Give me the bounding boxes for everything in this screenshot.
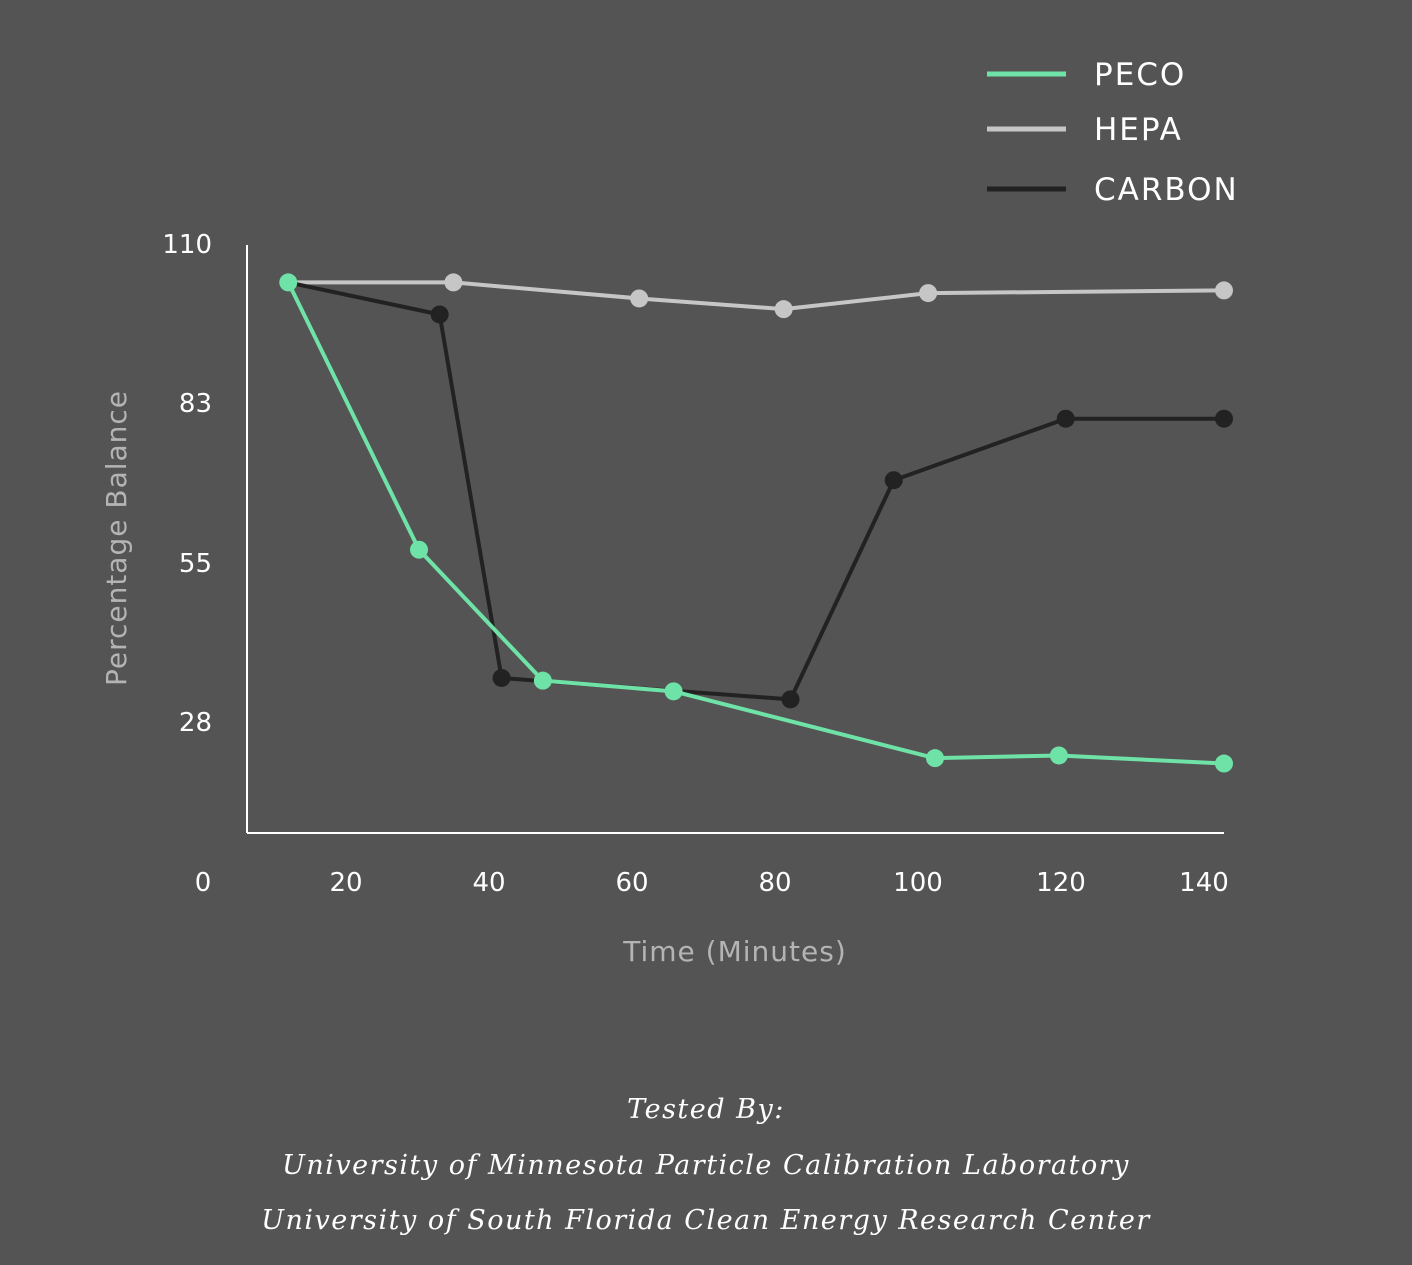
- data-point-hepa: [774, 300, 793, 319]
- credits-heading: Tested By:: [627, 1094, 785, 1125]
- x-tick-label: 60: [615, 868, 648, 898]
- data-point-hepa: [630, 289, 649, 308]
- y-tick-label: 55: [179, 549, 212, 579]
- data-point-carbon: [1215, 409, 1233, 428]
- series-peco: [279, 273, 1233, 773]
- credits-line-2: University of South Florida Clean Energy…: [261, 1205, 1151, 1236]
- data-point-peco: [279, 273, 298, 292]
- data-point-peco: [533, 671, 552, 690]
- series-layer: [279, 273, 1233, 773]
- x-axis-title: Time (Minutes): [622, 935, 847, 968]
- x-axis-ticks: 0 20 40 60 80 100 120 140: [195, 868, 1229, 898]
- legend: PECO HEPA CARBON: [987, 57, 1239, 208]
- data-point-carbon: [430, 305, 449, 324]
- data-point-hepa: [919, 284, 938, 303]
- series-line-hepa: [288, 280, 1225, 312]
- data-point-peco: [926, 749, 945, 768]
- data-point-hepa: [1215, 281, 1233, 300]
- x-tick-label: 100: [893, 868, 943, 898]
- data-point-peco: [1049, 746, 1068, 765]
- x-tick-label: 20: [329, 868, 362, 898]
- data-point-peco: [1215, 754, 1233, 773]
- data-point-peco: [410, 540, 429, 559]
- data-point-carbon: [884, 471, 903, 490]
- data-point-peco: [664, 682, 683, 701]
- x-tick-label: 0: [195, 868, 212, 898]
- axes: [246, 245, 1224, 834]
- y-axis-ticks: 110 83 55 28: [162, 230, 212, 738]
- x-tick-label: 80: [758, 868, 791, 898]
- data-point-hepa: [444, 273, 463, 292]
- credits-line-1: University of Minnesota Particle Calibra…: [282, 1150, 1130, 1181]
- legend-label-hepa: HEPA: [1094, 112, 1183, 148]
- y-tick-label: 110: [162, 230, 212, 260]
- data-point-carbon: [492, 668, 511, 687]
- y-tick-label: 83: [179, 389, 212, 419]
- x-tick-label: 120: [1036, 868, 1086, 898]
- y-axis-title: Percentage Balance: [100, 390, 133, 686]
- legend-label-carbon: CARBON: [1094, 172, 1239, 208]
- x-tick-label: 40: [472, 868, 505, 898]
- x-tick-label: 140: [1179, 868, 1229, 898]
- y-tick-label: 28: [179, 708, 212, 738]
- data-point-carbon: [1056, 409, 1075, 428]
- data-point-carbon: [781, 690, 800, 709]
- series-line-peco: [286, 281, 1225, 766]
- legend-label-peco: PECO: [1094, 57, 1186, 93]
- series-line-carbon: [287, 280, 1224, 702]
- series-carbon: [279, 273, 1233, 709]
